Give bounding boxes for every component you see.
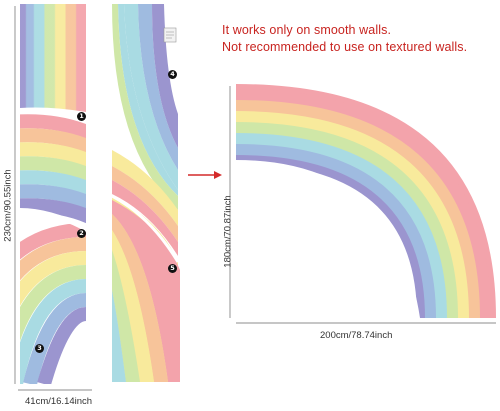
left-width-label: 41cm/16.14inch [25,396,93,407]
panel-number-1: 1 [77,112,86,121]
panel-strip-1 [20,4,86,112]
arrow-icon [188,171,222,179]
assembled-rainbow [236,84,496,318]
notice-smooth-walls: It works only on smooth walls. [222,23,392,37]
right-height-label: 180cm/70.87inch [222,195,234,268]
panel-number-5: 5 [168,264,177,273]
panel-number-3: 3 [35,344,44,353]
notice-textured-walls: Not recommended to use on textured walls… [222,40,468,54]
right-width-label: 200cm/78.74inch [320,330,393,341]
panel-strip-2 [20,114,86,226]
left-height-label: 230cm/90.55inch [2,169,14,242]
panel-number-2: 2 [77,229,86,238]
panel-number-4: 4 [168,70,177,79]
panel-strip-4-5 [111,2,180,382]
panel-strip-3 [20,223,86,384]
